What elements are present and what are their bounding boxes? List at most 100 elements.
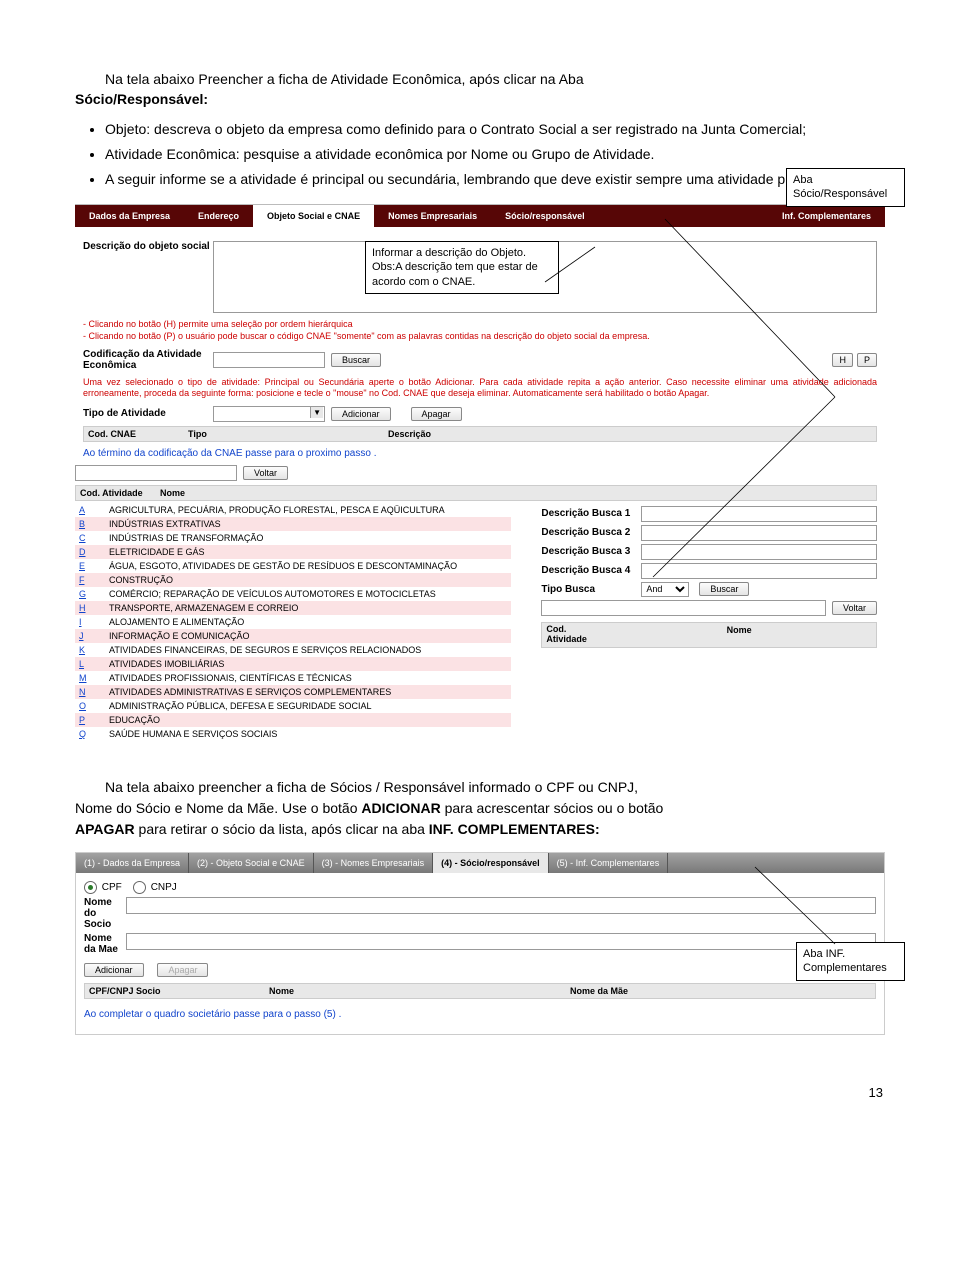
atividade-row[interactable]: BINDÚSTRIAS EXTRATIVAS bbox=[75, 517, 511, 531]
input-nome-socio[interactable] bbox=[126, 897, 876, 914]
lbl-b4: Descrição Busca 4 bbox=[541, 565, 641, 576]
ca2-l1: Aba INF. bbox=[803, 948, 845, 960]
atividade-row[interactable]: NATIVIDADES ADMINISTRATIVAS E SERVIÇOS C… bbox=[75, 685, 511, 699]
atividade-row[interactable]: LATIVIDADES IMOBILIÁRIAS bbox=[75, 657, 511, 671]
btn-adicionar2[interactable]: Adicionar bbox=[84, 963, 144, 977]
atividade-row[interactable]: QSAÚDE HUMANA E SERVIÇOS SOCIAIS bbox=[75, 727, 511, 741]
input-b4[interactable] bbox=[641, 563, 877, 579]
atividade-row[interactable]: CINDÚSTRIAS DE TRANSFORMAÇÃO bbox=[75, 531, 511, 545]
tab-dados[interactable]: Dados da Empresa bbox=[75, 205, 184, 227]
input-nome-mae[interactable] bbox=[126, 933, 876, 950]
co-l1: Informar a descrição do Objeto. bbox=[372, 247, 526, 259]
tab2-2[interactable]: (2) - Objeto Social e CNAE bbox=[189, 853, 314, 873]
th-codat2: Cod. Atividade bbox=[546, 625, 606, 645]
callout-aba-socio: Aba Sócio/Responsável bbox=[786, 168, 905, 207]
radio-cpf[interactable] bbox=[84, 881, 97, 894]
atividade-row[interactable]: EÁGUA, ESGOTO, ATIVIDADES DE GESTÃO DE R… bbox=[75, 559, 511, 573]
atividade-row[interactable]: GCOMÉRCIO; REPARAÇÃO DE VEÍCULOS AUTOMOT… bbox=[75, 587, 511, 601]
th-mae: Nome da Mãe bbox=[570, 986, 871, 996]
tab2-4[interactable]: (4) - Sócio/responsável bbox=[433, 853, 549, 873]
btn-h[interactable]: H bbox=[832, 353, 853, 367]
th-codat: Cod. Atividade bbox=[80, 488, 160, 498]
bullet-1: Objeto: descreva o objeto da empresa com… bbox=[105, 119, 885, 140]
tab-socio[interactable]: Sócio/responsável bbox=[491, 205, 599, 227]
callout-aba-inf: Aba INF. Complementares bbox=[796, 942, 905, 981]
atividade-row[interactable]: OADMINISTRAÇÃO PÚBLICA, DEFESA E SEGURID… bbox=[75, 699, 511, 713]
page-number: 13 bbox=[75, 1085, 885, 1100]
lbl-cnpj: CNPJ bbox=[151, 882, 177, 893]
th-tipo: Tipo bbox=[188, 429, 388, 439]
atividade-row[interactable]: MATIVIDADES PROFISSIONAIS, CIENTÍFICAS E… bbox=[75, 671, 511, 685]
lbl-cpf: CPF bbox=[102, 882, 122, 893]
th-desc: Descrição bbox=[388, 429, 872, 439]
btn-voltar2[interactable]: Voltar bbox=[832, 601, 877, 615]
tab-nomes[interactable]: Nomes Empresariais bbox=[374, 205, 491, 227]
callout-l2: Sócio/Responsável bbox=[793, 188, 887, 200]
th-nome3: Nome bbox=[269, 986, 570, 996]
p2-l2: Nome do Sócio e Nome da Mãe. Use o botão bbox=[75, 800, 361, 816]
p2-b1: ADICIONAR bbox=[361, 800, 440, 816]
btn-p[interactable]: P bbox=[857, 353, 877, 367]
screenshot-socio: (1) - Dados da Empresa (2) - Objeto Soci… bbox=[75, 852, 885, 1035]
intro-text: Na tela abaixo Preencher a ficha de Ativ… bbox=[75, 70, 885, 109]
lbl-b1: Descrição Busca 1 bbox=[541, 508, 641, 519]
tab2-1[interactable]: (1) - Dados da Empresa bbox=[76, 853, 189, 873]
input-b1[interactable] bbox=[641, 506, 877, 522]
btn-voltar[interactable]: Voltar bbox=[243, 466, 288, 480]
blue-step2: Ao completar o quadro societário passe p… bbox=[84, 1009, 876, 1020]
label-codificacao: Codificação da Atividade Econômica bbox=[83, 349, 213, 371]
atividade-row[interactable]: HTRANSPORTE, ARMAZENAGEM E CORREIO bbox=[75, 601, 511, 615]
btn-buscar2[interactable]: Buscar bbox=[699, 582, 749, 596]
select-tipobusca[interactable]: And bbox=[641, 582, 689, 597]
blue-step-text: Ao término da codificação da CNAE passe … bbox=[83, 448, 877, 459]
atividade-row[interactable]: JINFORMAÇÃO E COMUNICAÇÃO bbox=[75, 629, 511, 643]
lbl-b2: Descrição Busca 2 bbox=[541, 527, 641, 538]
cnae-table-header: Cod. CNAE Tipo Descrição bbox=[83, 426, 877, 442]
btn-buscar[interactable]: Buscar bbox=[331, 353, 381, 367]
co-l2: Obs:A descrição tem que estar de bbox=[372, 261, 538, 273]
input-b3[interactable] bbox=[641, 544, 877, 560]
input-b2[interactable] bbox=[641, 525, 877, 541]
atividade-row[interactable]: FCONSTRUÇÃO bbox=[75, 573, 511, 587]
th-cod: Cod. CNAE bbox=[88, 429, 188, 439]
atividade-row[interactable]: IALOJAMENTO E ALIMENTAÇÃO bbox=[75, 615, 511, 629]
callout-l1: Aba bbox=[793, 174, 813, 186]
atividade-row[interactable]: KATIVIDADES FINANCEIRAS, DE SEGUROS E SE… bbox=[75, 643, 511, 657]
helptext-adicionar: Uma vez selecionado o tipo de atividade:… bbox=[83, 377, 877, 400]
input-step[interactable] bbox=[75, 465, 237, 481]
p2-l3: para acrescentar sócios ou o botão bbox=[441, 800, 664, 816]
atividade-row[interactable]: PEDUCAÇÃO bbox=[75, 713, 511, 727]
socio-table-header: CPF/CNPJ Socio Nome Nome da Mãe bbox=[84, 983, 876, 999]
p2-l4: APAGAR bbox=[75, 821, 135, 837]
tab-inf[interactable]: Inf. Complementares bbox=[768, 205, 885, 227]
helptext-hp: - Clicando no botão (H) permite uma sele… bbox=[83, 319, 877, 342]
tab-endereco[interactable]: Endereço bbox=[184, 205, 253, 227]
lbl-tipobusca: Tipo Busca bbox=[541, 584, 641, 595]
tab-objeto-social[interactable]: Objeto Social e CNAE bbox=[253, 205, 374, 227]
ca2-l2: Complementares bbox=[803, 962, 887, 974]
intro-line1: Na tela abaixo Preencher a ficha de Ativ… bbox=[105, 71, 584, 87]
btn-adicionar[interactable]: Adicionar bbox=[331, 407, 391, 421]
input-voltar2[interactable] bbox=[541, 600, 826, 616]
screenshot-objeto-social: Dados da Empresa Endereço Objeto Social … bbox=[75, 204, 885, 751]
tab-bar: Dados da Empresa Endereço Objeto Social … bbox=[75, 205, 885, 227]
th-cpfcnpj: CPF/CNPJ Socio bbox=[89, 986, 269, 996]
tab2-5[interactable]: (5) - Inf. Complementares bbox=[549, 853, 669, 873]
atividade-row[interactable]: AAGRICULTURA, PECUÁRIA, PRODUÇÃO FLOREST… bbox=[75, 503, 511, 517]
tab2-3[interactable]: (3) - Nomes Empresariais bbox=[314, 853, 434, 873]
atividade-list: AAGRICULTURA, PECUÁRIA, PRODUÇÃO FLOREST… bbox=[75, 503, 511, 741]
atividade-row[interactable]: DELETRICIDADE E GÁS bbox=[75, 545, 511, 559]
radio-cnpj[interactable] bbox=[133, 881, 146, 894]
p2-b2: INF. COMPLEMENTARES: bbox=[429, 821, 600, 837]
paragraph-socios: Na tela abaixo preencher a ficha de Sóci… bbox=[75, 777, 885, 840]
select-tipo[interactable]: ▼ bbox=[213, 406, 325, 422]
btn-apagar2[interactable]: Apagar bbox=[157, 963, 208, 977]
lbl-nome-socio: Nome do Socio bbox=[84, 897, 120, 930]
tab-bar2: (1) - Dados da Empresa (2) - Objeto Soci… bbox=[76, 853, 884, 873]
input-cnae-code[interactable] bbox=[213, 352, 325, 368]
p2-l5: para retirar o sócio da lista, após clic… bbox=[135, 821, 429, 837]
btn-apagar[interactable]: Apagar bbox=[411, 407, 462, 421]
bullet-2: Atividade Econômica: pesquise a atividad… bbox=[105, 144, 885, 165]
bullet-3: A seguir informe se a atividade é princi… bbox=[105, 169, 885, 190]
lbl-nome-mae: Nome da Mae bbox=[84, 933, 120, 955]
